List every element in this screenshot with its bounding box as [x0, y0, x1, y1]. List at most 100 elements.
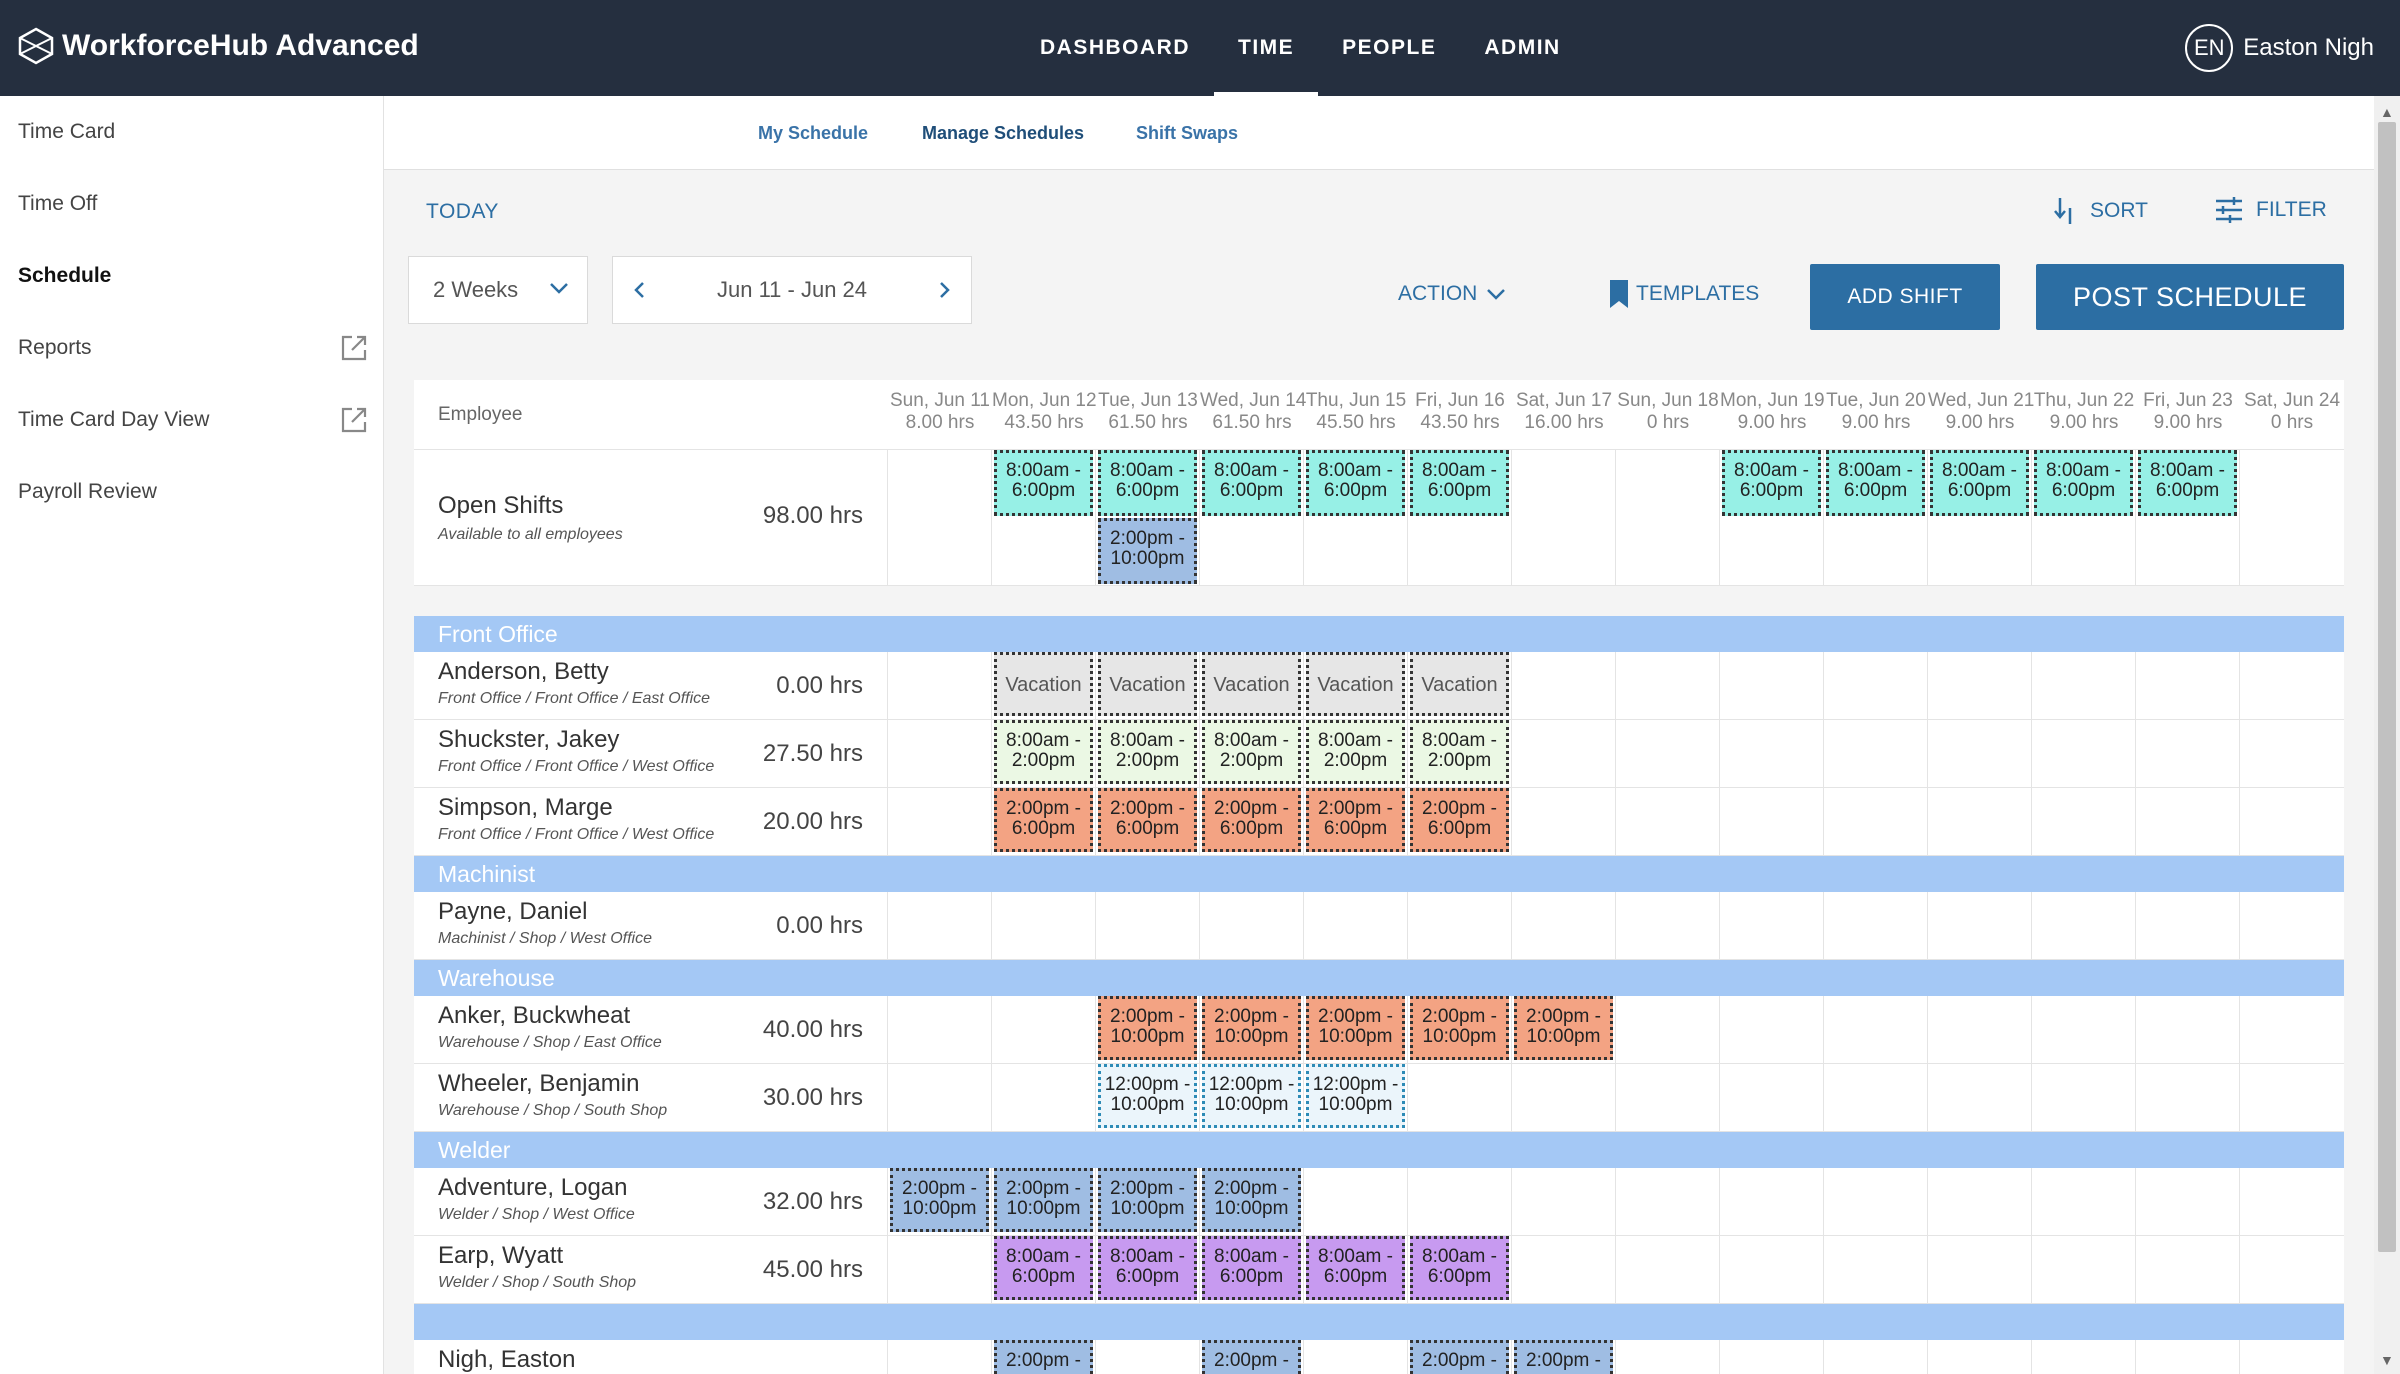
shift-block[interactable]: 2:00pm - 10:00pm [1098, 996, 1197, 1060]
day-cell[interactable] [1512, 450, 1616, 585]
topnav-people[interactable]: PEOPLE [1342, 36, 1437, 59]
day-cell[interactable] [2032, 652, 2136, 719]
day-cell[interactable] [888, 996, 992, 1063]
day-cell[interactable]: 8:00am - 6:00pm [1408, 450, 1512, 585]
day-cell[interactable]: Vacation [1096, 652, 1200, 719]
day-header-tue-jun-13[interactable]: Tue, Jun 13 61.50 hrs [1096, 380, 1200, 449]
user-menu[interactable]: EN Easton Nigh [2185, 24, 2374, 72]
day-cell[interactable] [1304, 1168, 1408, 1235]
day-cell[interactable] [2240, 1064, 2344, 1131]
day-cell[interactable]: 8:00am - 6:00pm [1408, 1236, 1512, 1303]
day-cell[interactable] [2032, 1168, 2136, 1235]
day-cell[interactable]: 8:00am - 6:00pm [1304, 450, 1408, 585]
employee-name[interactable]: Adventure, Logan [438, 1174, 628, 1201]
shift-block[interactable]: 2:00pm - 10:00pm [1098, 518, 1197, 584]
day-cell[interactable]: 2:00pm - 10:00pm [1408, 996, 1512, 1063]
employee-row[interactable]: Wheeler, Benjamin Warehouse / Shop / Sout… [414, 1064, 2344, 1132]
day-cell[interactable]: 8:00am - 6:00pm [2136, 450, 2240, 585]
day-cell[interactable] [1928, 788, 2032, 855]
day-cell[interactable] [2240, 892, 2344, 959]
shift-block[interactable]: 12:00pm - 10:00pm [1098, 1064, 1197, 1128]
day-cell[interactable] [2136, 892, 2240, 959]
day-cell[interactable] [2240, 450, 2344, 585]
shift-block[interactable]: 2:00pm - [1202, 1340, 1301, 1374]
day-cell[interactable] [2240, 720, 2344, 787]
day-cell[interactable]: 8:00am - 2:00pm [1096, 720, 1200, 787]
employee-name[interactable]: Anderson, Betty [438, 658, 609, 685]
day-cell[interactable] [2136, 652, 2240, 719]
day-header-sat-jun-24[interactable]: Sat, Jun 24 0 hrs [2240, 380, 2344, 449]
shift-block[interactable]: 2:00pm - 10:00pm [1410, 996, 1509, 1060]
day-cell[interactable]: 2:00pm - 6:00pm [1304, 788, 1408, 855]
chevron-left-icon[interactable] [627, 277, 653, 303]
shift-block[interactable]: Vacation [1202, 652, 1301, 716]
day-cell[interactable] [1824, 652, 1928, 719]
employee-name[interactable]: Anker, Buckwheat [438, 1002, 631, 1029]
day-cell[interactable] [1928, 652, 2032, 719]
day-cell[interactable]: 2:00pm - 10:00pm [1096, 1168, 1200, 1235]
shift-block[interactable]: 2:00pm - [994, 1340, 1093, 1374]
day-cell[interactable] [1720, 1340, 1824, 1374]
day-cell[interactable] [1720, 892, 1824, 959]
range-select[interactable]: 2 Weeks [408, 256, 588, 324]
day-cell[interactable] [1512, 720, 1616, 787]
shift-block[interactable]: 8:00am - 2:00pm [1306, 720, 1405, 784]
shift-block[interactable]: 8:00am - 2:00pm [1098, 720, 1197, 784]
day-cell[interactable] [1616, 1064, 1720, 1131]
shift-block[interactable]: 8:00am - 2:00pm [1202, 720, 1301, 784]
day-cell[interactable] [1720, 1236, 1824, 1303]
day-cell[interactable]: 8:00am - 6:00pm [1200, 450, 1304, 585]
app-logo[interactable]: WorkforceHub Advanced [16, 26, 419, 66]
shift-block[interactable]: 8:00am - 6:00pm [1098, 1236, 1197, 1300]
day-cell[interactable]: Vacation [992, 652, 1096, 719]
shift-block[interactable]: Vacation [994, 652, 1093, 716]
day-cell[interactable]: 12:00pm - 10:00pm [1304, 1064, 1408, 1131]
employee-name[interactable]: Shuckster, Jakey [438, 726, 620, 753]
tab-manage-schedules[interactable]: Manage Schedules [922, 123, 1085, 143]
topnav-dashboard[interactable]: DASHBOARD [1040, 36, 1190, 59]
day-cell[interactable] [1824, 1064, 1928, 1131]
day-header-fri-jun-23[interactable]: Fri, Jun 23 9.00 hrs [2136, 380, 2240, 449]
day-cell[interactable] [1616, 1168, 1720, 1235]
employee-row[interactable]: Anker, Buckwheat Warehouse / Shop / East … [414, 996, 2344, 1064]
day-cell[interactable]: 2:00pm - 6:00pm [1200, 788, 1304, 855]
day-header-wed-jun-14[interactable]: Wed, Jun 14 61.50 hrs [1200, 380, 1306, 449]
day-cell[interactable] [1512, 652, 1616, 719]
day-cell[interactable]: 8:00am - 6:00pm [1824, 450, 1928, 585]
day-cell[interactable] [1824, 1236, 1928, 1303]
day-cell[interactable] [1096, 892, 1200, 959]
shift-block[interactable]: 2:00pm - 10:00pm [890, 1168, 989, 1232]
shift-block[interactable]: 12:00pm - 10:00pm [1202, 1064, 1301, 1128]
templates-button[interactable]: TEMPLATES [1608, 278, 1759, 310]
shift-block[interactable]: 8:00am - 6:00pm [994, 1236, 1093, 1300]
day-cell[interactable] [2240, 996, 2344, 1063]
day-cell[interactable] [1928, 1064, 2032, 1131]
day-cell[interactable] [888, 1064, 992, 1131]
chevron-right-icon[interactable] [931, 277, 957, 303]
shift-block[interactable]: 2:00pm - 10:00pm [1306, 996, 1405, 1060]
day-cell[interactable] [1720, 1168, 1824, 1235]
shift-block[interactable]: 8:00am - 6:00pm [1202, 1236, 1301, 1300]
action-menu-button[interactable]: ACTION [1398, 282, 1507, 306]
day-cell[interactable] [2032, 1340, 2136, 1374]
day-cell[interactable]: Vacation [1200, 652, 1304, 719]
topnav-admin[interactable]: ADMIN [1484, 36, 1561, 59]
day-cell[interactable] [888, 788, 992, 855]
employee-row[interactable]: Nigh, Easton 2:00pm -2:00pm -2:00pm -2:00… [414, 1340, 2344, 1374]
day-header-tue-jun-20[interactable]: Tue, Jun 20 9.00 hrs [1824, 380, 1928, 449]
shift-block[interactable]: 8:00am - 6:00pm [1410, 1236, 1509, 1300]
day-cell[interactable] [2240, 1168, 2344, 1235]
day-cell[interactable] [1720, 996, 1824, 1063]
shift-block[interactable]: 2:00pm - 10:00pm [1514, 996, 1613, 1060]
employee-row[interactable]: Shuckster, Jakey Front Office / Front Off… [414, 720, 2344, 788]
sidebar-item-payroll-review[interactable]: Payroll Review [0, 456, 383, 528]
day-cell[interactable] [1616, 892, 1720, 959]
day-cell[interactable] [888, 450, 992, 585]
day-cell[interactable] [1200, 892, 1304, 959]
day-cell[interactable] [1928, 1168, 2032, 1235]
day-cell[interactable]: 8:00am - 6:00pm [992, 1236, 1096, 1303]
employee-row[interactable]: Adventure, Logan Welder / Shop / West Off… [414, 1168, 2344, 1236]
day-cell[interactable] [2136, 1168, 2240, 1235]
day-cell[interactable] [1824, 1168, 1928, 1235]
shift-block[interactable]: 2:00pm - 6:00pm [1410, 788, 1509, 852]
